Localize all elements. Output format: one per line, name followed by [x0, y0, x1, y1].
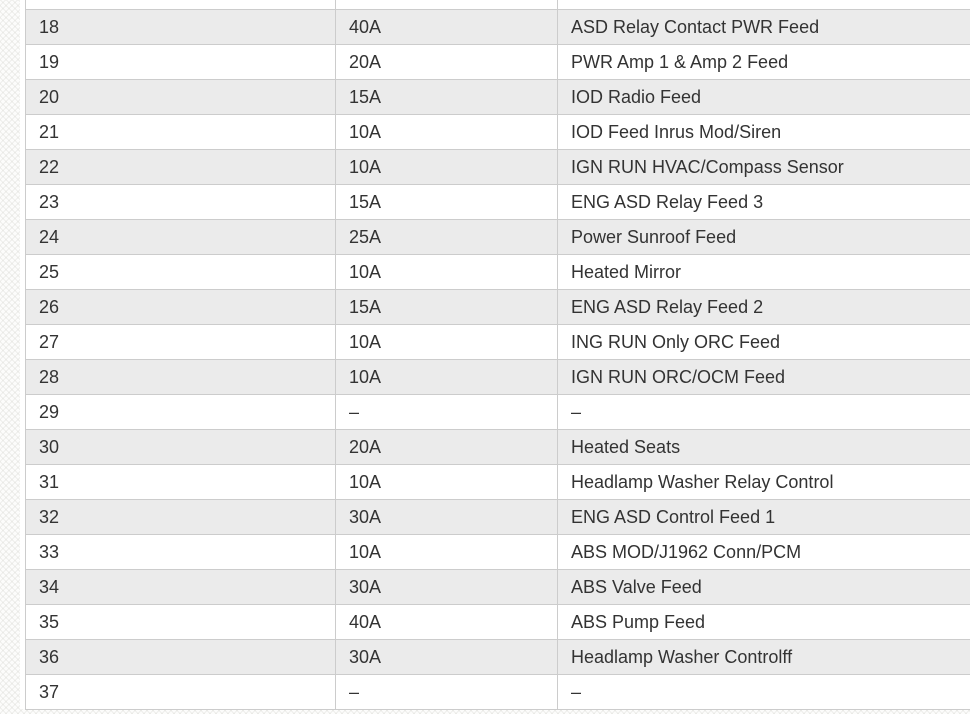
fuse-number-cell: 31 [25, 464, 336, 500]
description-cell: IGN RUN HVAC/Compass Sensor [557, 149, 970, 185]
fuse-number-cell: 25 [25, 254, 336, 290]
description-cell: – [557, 394, 970, 430]
description-cell [557, 0, 970, 10]
fuse-number-cell: 33 [25, 534, 336, 570]
amperage-cell: 20A [335, 44, 558, 80]
description-cell: ABS MOD/J1962 Conn/PCM [557, 534, 970, 570]
amperage-cell: 10A [335, 254, 558, 290]
amperage-cell: 20A [335, 429, 558, 465]
amperage-cell: 30A [335, 569, 558, 605]
table-row: 35 40A ABS Pump Feed [25, 604, 970, 640]
description-cell: Heated Seats [557, 429, 970, 465]
table-row: 37 – – [25, 674, 970, 710]
fuse-number-cell: 30 [25, 429, 336, 465]
table-row: 31 10A Headlamp Washer Relay Control [25, 464, 970, 500]
fuse-table: 18 40A ASD Relay Contact PWR Feed 19 20A… [25, 0, 970, 710]
table-row: 29 – – [25, 394, 970, 430]
amperage-cell: 30A [335, 639, 558, 675]
description-cell: ASD Relay Contact PWR Feed [557, 9, 970, 45]
amperage-cell: 25A [335, 219, 558, 255]
fuse-number-cell: 28 [25, 359, 336, 395]
table-row: 33 10A ABS MOD/J1962 Conn/PCM [25, 534, 970, 570]
table-panel: 18 40A ASD Relay Contact PWR Feed 19 20A… [20, 0, 970, 710]
table-row: 22 10A IGN RUN HVAC/Compass Sensor [25, 149, 970, 185]
table-row: 24 25A Power Sunroof Feed [25, 219, 970, 255]
fuse-number-cell: 35 [25, 604, 336, 640]
amperage-cell: 10A [335, 534, 558, 570]
description-cell: IGN RUN ORC/OCM Feed [557, 359, 970, 395]
fuse-number-cell: 19 [25, 44, 336, 80]
amperage-cell: 40A [335, 604, 558, 640]
fuse-number-cell [25, 0, 336, 10]
description-cell: IOD Feed Inrus Mod/Siren [557, 114, 970, 150]
description-cell: ABS Pump Feed [557, 604, 970, 640]
fuse-number-cell: 24 [25, 219, 336, 255]
amperage-cell: 15A [335, 79, 558, 115]
fuse-table-body: 18 40A ASD Relay Contact PWR Feed 19 20A… [25, 0, 970, 710]
partial-row-top [25, 0, 970, 10]
description-cell: – [557, 674, 970, 710]
description-cell: Power Sunroof Feed [557, 219, 970, 255]
fuse-number-cell: 27 [25, 324, 336, 360]
fuse-number-cell: 26 [25, 289, 336, 325]
fuse-number-cell: 37 [25, 674, 336, 710]
table-row: 21 10A IOD Feed Inrus Mod/Siren [25, 114, 970, 150]
amperage-cell: – [335, 674, 558, 710]
amperage-cell: 10A [335, 359, 558, 395]
amperage-cell [335, 0, 558, 10]
table-row: 30 20A Heated Seats [25, 429, 970, 465]
table-row: 34 30A ABS Valve Feed [25, 569, 970, 605]
fuse-number-cell: 34 [25, 569, 336, 605]
amperage-cell: 10A [335, 324, 558, 360]
description-cell: ING RUN Only ORC Feed [557, 324, 970, 360]
fuse-number-cell: 32 [25, 499, 336, 535]
fuse-number-cell: 36 [25, 639, 336, 675]
table-row: 25 10A Heated Mirror [25, 254, 970, 290]
table-row: 18 40A ASD Relay Contact PWR Feed [25, 9, 970, 45]
amperage-cell: 40A [335, 9, 558, 45]
description-cell: ENG ASD Relay Feed 2 [557, 289, 970, 325]
fuse-number-cell: 22 [25, 149, 336, 185]
description-cell: ENG ASD Relay Feed 3 [557, 184, 970, 220]
table-row: 20 15A IOD Radio Feed [25, 79, 970, 115]
fuse-number-cell: 21 [25, 114, 336, 150]
description-cell: PWR Amp 1 & Amp 2 Feed [557, 44, 970, 80]
table-row: 23 15A ENG ASD Relay Feed 3 [25, 184, 970, 220]
fuse-number-cell: 23 [25, 184, 336, 220]
table-row: 36 30A Headlamp Washer Controlff [25, 639, 970, 675]
description-cell: IOD Radio Feed [557, 79, 970, 115]
table-row: 28 10A IGN RUN ORC/OCM Feed [25, 359, 970, 395]
amperage-cell: 10A [335, 149, 558, 185]
description-cell: ABS Valve Feed [557, 569, 970, 605]
description-cell: ENG ASD Control Feed 1 [557, 499, 970, 535]
amperage-cell: – [335, 394, 558, 430]
table-row: 26 15A ENG ASD Relay Feed 2 [25, 289, 970, 325]
amperage-cell: 30A [335, 499, 558, 535]
table-row: 32 30A ENG ASD Control Feed 1 [25, 499, 970, 535]
fuse-number-cell: 18 [25, 9, 336, 45]
description-cell: Headlamp Washer Controlff [557, 639, 970, 675]
description-cell: Headlamp Washer Relay Control [557, 464, 970, 500]
fuse-number-cell: 20 [25, 79, 336, 115]
table-row: 19 20A PWR Amp 1 & Amp 2 Feed [25, 44, 970, 80]
amperage-cell: 10A [335, 114, 558, 150]
amperage-cell: 15A [335, 289, 558, 325]
amperage-cell: 10A [335, 464, 558, 500]
fuse-number-cell: 29 [25, 394, 336, 430]
table-row: 27 10A ING RUN Only ORC Feed [25, 324, 970, 360]
description-cell: Heated Mirror [557, 254, 970, 290]
amperage-cell: 15A [335, 184, 558, 220]
